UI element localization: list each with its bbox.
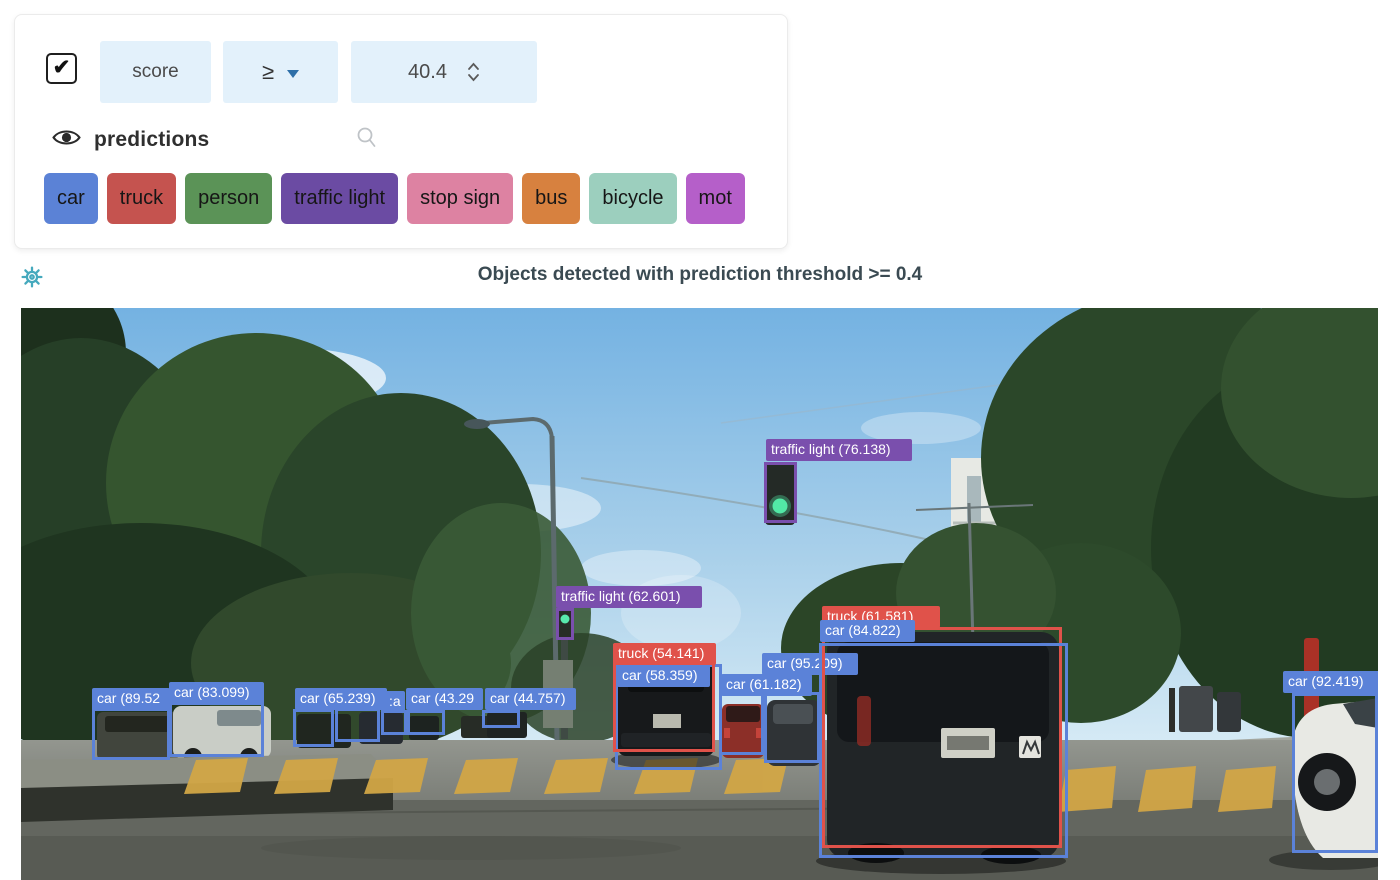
score-field[interactable]: score bbox=[100, 41, 211, 103]
detection-label: :a bbox=[384, 691, 405, 713]
class-chip-traffic-light[interactable]: traffic light bbox=[281, 173, 399, 224]
detection-label: car (89.52 bbox=[92, 688, 170, 710]
detection-box-car[interactable] bbox=[1292, 693, 1378, 853]
detection-label: car (65.239) bbox=[295, 688, 387, 710]
detection-box-car[interactable] bbox=[335, 708, 380, 742]
class-chip-person[interactable]: person bbox=[185, 173, 273, 224]
layer-name-label: predictions bbox=[94, 128, 210, 151]
number-stepper-icon[interactable] bbox=[467, 62, 480, 82]
detection-box-truck[interactable] bbox=[822, 627, 1062, 848]
detection-box-car[interactable] bbox=[169, 702, 264, 757]
class-chip-row: car truck person traffic light stop sign bus b… bbox=[44, 173, 745, 224]
detection-label: car (84.822) bbox=[820, 620, 915, 642]
detection-box-car[interactable] bbox=[293, 709, 334, 747]
detection-box-traffic-light[interactable] bbox=[556, 608, 574, 640]
detection-box-car[interactable] bbox=[819, 643, 1068, 858]
detection-box-traffic-light[interactable] bbox=[764, 462, 797, 523]
detection-box-car[interactable] bbox=[719, 692, 764, 755]
filter-panel: ✔ score ≥ 40.4 predictions bbox=[14, 14, 788, 249]
detection-label: car (58.359) bbox=[617, 665, 710, 687]
detection-box-car[interactable] bbox=[381, 710, 407, 735]
detection-box-car[interactable] bbox=[764, 692, 820, 763]
detection-box-car[interactable] bbox=[407, 710, 445, 735]
class-chip-bicycle[interactable]: bicycle bbox=[589, 173, 677, 224]
operator-dropdown[interactable]: ≥ bbox=[223, 41, 338, 103]
detection-box-car[interactable] bbox=[482, 710, 520, 728]
detection-label: car (83.099) bbox=[169, 682, 264, 704]
detection-overlay: car (89.52 car (83.099) car (65.239):a car … bbox=[21, 308, 1378, 880]
filter-enabled-checkbox[interactable]: ✔ bbox=[46, 53, 77, 84]
threshold-input[interactable]: 40.4 bbox=[351, 41, 537, 103]
score-field-label: score bbox=[132, 61, 179, 82]
detection-label: car (92.419) bbox=[1283, 671, 1378, 693]
operator-value: ≥ bbox=[261, 59, 275, 84]
search-icon[interactable] bbox=[356, 126, 378, 154]
threshold-value: 40.4 bbox=[408, 60, 447, 83]
eye-icon[interactable] bbox=[51, 125, 82, 155]
checkmark-icon: ✔ bbox=[52, 55, 71, 79]
detection-label: car (43.29 bbox=[406, 688, 483, 710]
detection-label: car (44.757) bbox=[485, 688, 576, 710]
class-chip-stop-sign[interactable]: stop sign bbox=[407, 173, 514, 224]
detection-label: traffic light (62.601) bbox=[556, 586, 702, 608]
detection-box-car[interactable] bbox=[92, 708, 170, 760]
panel-caption: Objects detected with prediction thresho… bbox=[477, 264, 923, 285]
detection-label: car (61.182) bbox=[721, 674, 812, 696]
detection-label: traffic light (76.138) bbox=[766, 439, 912, 461]
class-chip-bus[interactable]: bus bbox=[522, 173, 581, 224]
detection-label: truck (54.141) bbox=[613, 643, 716, 665]
class-chip-truck[interactable]: truck bbox=[106, 173, 177, 224]
settings-gear-icon[interactable] bbox=[20, 265, 44, 289]
class-chip-mot[interactable]: mot bbox=[685, 173, 745, 224]
class-chip-car[interactable]: car bbox=[44, 173, 98, 224]
detection-image: car (89.52 car (83.099) car (65.239):a car … bbox=[21, 308, 1378, 880]
caret-down-icon bbox=[287, 69, 300, 78]
